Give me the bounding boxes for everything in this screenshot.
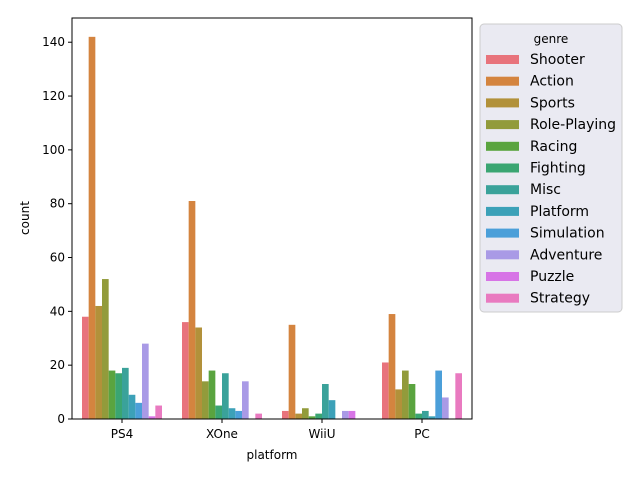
plot-area-frame xyxy=(71,17,473,420)
y-tick-label: 0 xyxy=(57,412,65,426)
bar-platform-wiiu xyxy=(328,400,336,419)
legend-label-platform: Platform xyxy=(530,204,589,220)
bar-strategy-xone xyxy=(255,413,262,419)
bar-fighting-xone xyxy=(215,405,222,419)
x-axis: PS4 XOne WiiU PC xyxy=(111,419,430,441)
bar-shooter-wiiu xyxy=(282,410,289,419)
legend-swatch-strategy xyxy=(486,293,519,303)
x-axis-label: platform xyxy=(247,448,298,462)
bar-racing-wiiu xyxy=(308,416,316,419)
legend-label-misc: Misc xyxy=(530,182,561,198)
bar-action-ps4 xyxy=(88,36,96,420)
bar-adventure-ps4 xyxy=(142,343,149,419)
bar-role-playing-wiiu xyxy=(302,408,309,419)
legend-title: genre xyxy=(534,32,569,46)
bar-sports-wiiu xyxy=(295,413,302,419)
legend-swatch-simulation xyxy=(486,228,519,238)
bar-puzzle-wiiu xyxy=(348,410,356,419)
bar-sports-xone xyxy=(195,327,202,419)
bar-fighting-pc xyxy=(415,413,422,419)
bar-misc-ps4 xyxy=(122,367,129,419)
legend-label-shooter: Shooter xyxy=(530,52,585,68)
bar-racing-ps4 xyxy=(108,370,116,419)
x-tick-label: PS4 xyxy=(111,427,134,441)
bar-strategy-pc xyxy=(455,373,462,419)
legend-swatch-shooter xyxy=(486,55,519,64)
legend-label-role-playing: Role-Playing xyxy=(530,117,616,133)
bar-shooter-xone xyxy=(182,322,189,419)
bar-misc-pc xyxy=(422,410,429,419)
legend-label-puzzle: Puzzle xyxy=(530,269,574,285)
bar-misc-xone xyxy=(222,373,229,419)
bar-racing-xone xyxy=(208,370,216,419)
bar-racing-pc xyxy=(408,384,416,419)
bar-shooter-pc xyxy=(382,362,389,419)
legend-label-action: Action xyxy=(530,74,574,90)
legend-swatch-fighting xyxy=(486,163,519,173)
bars-layer xyxy=(82,36,462,420)
legend-swatch-role-playing xyxy=(486,120,519,130)
bar-fighting-wiiu xyxy=(315,413,322,419)
legend-label-sports: Sports xyxy=(530,95,575,111)
legend-items: Shooter Action Sports Role-Playing Racing Fig… xyxy=(486,52,616,307)
legend-label-simulation: Simulation xyxy=(530,226,605,242)
legend-swatch-adventure xyxy=(486,250,519,260)
legend-label-fighting: Fighting xyxy=(530,161,586,177)
bar-strategy-ps4 xyxy=(155,405,162,419)
bar-role-playing-pc xyxy=(402,370,409,419)
x-tick-label: PC xyxy=(414,427,430,441)
y-axis: 0 20 40 60 80 100 120 140 xyxy=(42,35,72,426)
legend-swatch-action xyxy=(486,76,519,86)
bar-adventure-wiiu xyxy=(342,410,349,419)
legend-swatch-racing xyxy=(486,141,519,151)
x-tick-label: WiiU xyxy=(308,427,335,441)
bar-role-playing-ps4 xyxy=(102,279,109,419)
bar-platform-xone xyxy=(228,408,236,419)
y-tick-label: 80 xyxy=(50,197,65,211)
bar-sports-pc xyxy=(395,389,402,419)
bar-simulation-pc xyxy=(435,370,442,419)
legend: genre Shooter Action Sports Role-Playing Rac… xyxy=(479,23,623,313)
legend-swatch-sports xyxy=(486,98,519,108)
bar-adventure-xone xyxy=(242,381,249,419)
legend-swatch-misc xyxy=(486,185,519,195)
y-tick-label: 140 xyxy=(42,35,65,49)
bar-role-playing-xone xyxy=(202,381,209,419)
bar-puzzle-ps4 xyxy=(148,416,156,419)
bar-action-xone xyxy=(188,201,196,419)
bar-adventure-pc xyxy=(442,397,449,419)
bar-fighting-ps4 xyxy=(115,373,122,419)
legend-label-racing: Racing xyxy=(530,139,577,155)
y-tick-label: 100 xyxy=(42,143,65,157)
y-axis-label: count xyxy=(18,201,32,235)
y-tick-label: 20 xyxy=(50,358,65,372)
bar-simulation-ps4 xyxy=(135,402,142,419)
bar-sports-ps4 xyxy=(95,305,102,419)
legend-box xyxy=(479,23,623,313)
bar-action-pc xyxy=(388,314,396,419)
y-tick-label: 40 xyxy=(50,304,65,318)
bar-action-wiiu xyxy=(288,324,296,419)
bar-shooter-ps4 xyxy=(82,316,89,419)
legend-swatch-platform xyxy=(486,206,519,216)
legend-label-adventure: Adventure xyxy=(530,247,602,263)
bar-simulation-xone xyxy=(235,410,242,419)
legend-swatch-puzzle xyxy=(486,272,519,281)
y-tick-label: 120 xyxy=(42,89,65,103)
y-tick-label: 60 xyxy=(50,251,65,265)
bar-platform-pc xyxy=(428,416,436,419)
bar-platform-ps4 xyxy=(128,394,136,419)
bar-misc-wiiu xyxy=(322,384,329,419)
legend-label-strategy: Strategy xyxy=(530,291,590,307)
x-tick-label: XOne xyxy=(206,427,238,441)
